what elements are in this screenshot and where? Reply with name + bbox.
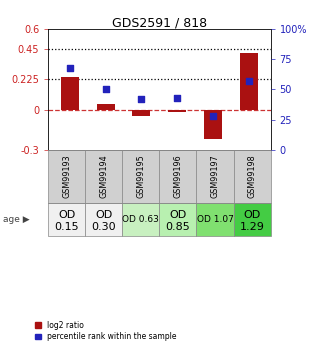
Point — [139, 96, 144, 102]
Point — [175, 95, 180, 101]
Point — [67, 65, 72, 71]
Text: GSM99195: GSM99195 — [136, 154, 145, 198]
Bar — [132, 110, 151, 116]
Text: OD: OD — [169, 210, 187, 220]
Bar — [97, 104, 114, 110]
Bar — [61, 78, 79, 110]
Point — [103, 87, 108, 92]
Text: 0.15: 0.15 — [54, 222, 79, 232]
Bar — [240, 53, 258, 110]
Bar — [48, 150, 85, 203]
Bar — [168, 110, 186, 112]
Bar — [159, 203, 197, 236]
Bar — [204, 110, 222, 139]
Bar — [122, 150, 159, 203]
Bar — [234, 150, 271, 203]
Text: age ▶: age ▶ — [3, 215, 30, 224]
Legend: log2 ratio, percentile rank within the sample: log2 ratio, percentile rank within the s… — [35, 321, 177, 341]
Bar — [48, 203, 85, 236]
Text: OD 0.63: OD 0.63 — [123, 215, 159, 224]
Bar — [197, 150, 234, 203]
Point — [211, 113, 216, 119]
Bar — [85, 150, 122, 203]
Text: GSM99198: GSM99198 — [248, 154, 257, 198]
Point — [247, 78, 252, 84]
Text: OD: OD — [95, 210, 112, 220]
Text: OD 1.07: OD 1.07 — [197, 215, 234, 224]
Text: 0.30: 0.30 — [91, 222, 116, 232]
Text: OD: OD — [58, 210, 75, 220]
Bar — [122, 203, 159, 236]
Text: GSM99197: GSM99197 — [211, 154, 220, 198]
Bar — [234, 203, 271, 236]
Text: 1.29: 1.29 — [239, 222, 264, 232]
Bar — [85, 203, 122, 236]
Title: GDS2591 / 818: GDS2591 / 818 — [112, 16, 207, 29]
Text: GSM99193: GSM99193 — [62, 154, 71, 198]
Bar — [159, 150, 197, 203]
Text: 0.85: 0.85 — [165, 222, 190, 232]
Bar — [197, 203, 234, 236]
Text: GSM99196: GSM99196 — [174, 154, 183, 198]
Text: OD: OD — [244, 210, 261, 220]
Text: GSM99194: GSM99194 — [99, 154, 108, 198]
